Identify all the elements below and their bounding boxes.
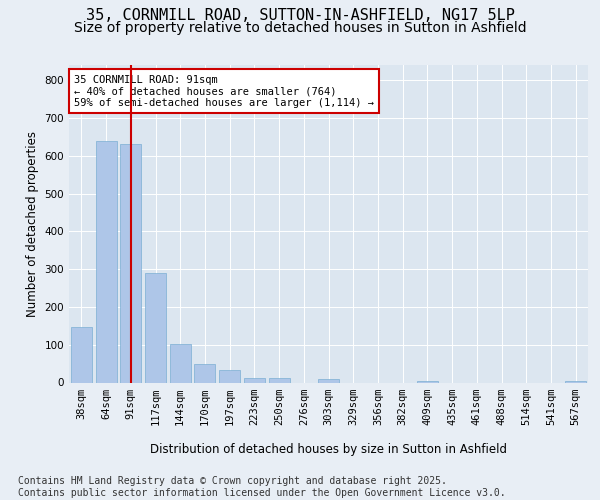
Bar bbox=[417, 380, 438, 382]
Bar bbox=[120, 144, 141, 382]
Text: Size of property relative to detached houses in Sutton in Ashfield: Size of property relative to detached ho… bbox=[74, 21, 526, 35]
Bar bbox=[95, 142, 116, 382]
Bar bbox=[71, 326, 92, 382]
Bar bbox=[145, 273, 166, 382]
Y-axis label: Number of detached properties: Number of detached properties bbox=[26, 130, 39, 317]
Text: Distribution of detached houses by size in Sutton in Ashfield: Distribution of detached houses by size … bbox=[151, 442, 508, 456]
Bar bbox=[318, 380, 339, 382]
Bar bbox=[269, 378, 290, 382]
Text: Contains HM Land Registry data © Crown copyright and database right 2025.
Contai: Contains HM Land Registry data © Crown c… bbox=[18, 476, 506, 498]
Bar bbox=[219, 370, 240, 382]
Text: 35 CORNMILL ROAD: 91sqm
← 40% of detached houses are smaller (764)
59% of semi-d: 35 CORNMILL ROAD: 91sqm ← 40% of detache… bbox=[74, 74, 374, 108]
Bar bbox=[244, 378, 265, 382]
Text: 35, CORNMILL ROAD, SUTTON-IN-ASHFIELD, NG17 5LP: 35, CORNMILL ROAD, SUTTON-IN-ASHFIELD, N… bbox=[86, 8, 514, 22]
Bar bbox=[170, 344, 191, 382]
Bar bbox=[194, 364, 215, 382]
